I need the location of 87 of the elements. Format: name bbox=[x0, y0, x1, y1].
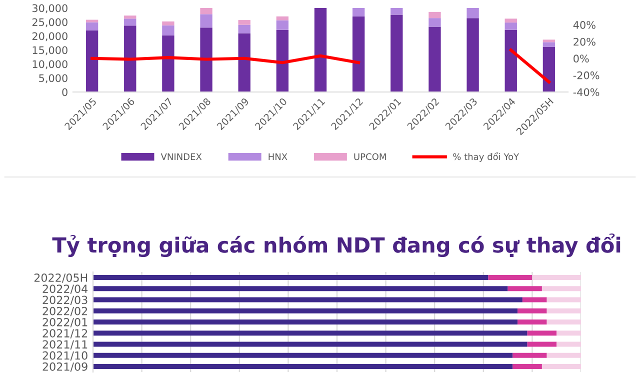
bar bbox=[512, 364, 542, 369]
bar bbox=[93, 297, 522, 302]
bar bbox=[238, 24, 250, 34]
y-tick-label: 2022/05H bbox=[34, 274, 88, 283]
bar bbox=[93, 286, 508, 292]
bar bbox=[542, 364, 581, 369]
y-tick-label: 0 bbox=[62, 88, 68, 96]
bar bbox=[352, 16, 365, 92]
bar bbox=[200, 14, 212, 28]
bar bbox=[93, 330, 528, 336]
bar bbox=[518, 308, 547, 314]
bar bbox=[527, 330, 557, 336]
bar bbox=[428, 12, 441, 18]
bar bbox=[512, 352, 547, 358]
bar bbox=[504, 22, 517, 30]
bar bbox=[504, 30, 517, 92]
bar bbox=[124, 18, 136, 26]
y2-tick-label: 40% bbox=[573, 21, 596, 29]
bar bbox=[276, 30, 289, 92]
legend-label: HNX bbox=[268, 153, 288, 160]
y-tick-label: 15,000 bbox=[32, 46, 68, 56]
bar bbox=[390, 14, 403, 92]
bar bbox=[93, 275, 488, 280]
y-tick-label: 10,000 bbox=[32, 60, 68, 70]
bar bbox=[508, 286, 542, 292]
bar bbox=[546, 320, 581, 324]
bar bbox=[86, 30, 98, 92]
bar bbox=[124, 16, 136, 19]
bar bbox=[93, 308, 518, 314]
y-tick-label: 2021/11 bbox=[42, 340, 88, 350]
bar bbox=[504, 18, 517, 23]
y-tick-label: 2022/01 bbox=[42, 318, 88, 328]
bar bbox=[86, 22, 98, 30]
bar bbox=[276, 20, 289, 30]
bar bbox=[93, 352, 513, 358]
bar bbox=[466, 18, 479, 92]
bar bbox=[162, 35, 174, 92]
y-tick-label: 25,000 bbox=[32, 18, 68, 28]
y-tick-label: 2022/02 bbox=[42, 306, 88, 316]
bar bbox=[556, 342, 581, 347]
y2-tick-label: 0% bbox=[574, 54, 589, 63]
bar bbox=[488, 275, 532, 280]
bar bbox=[162, 21, 174, 26]
bar bbox=[546, 352, 581, 358]
bar bbox=[276, 16, 289, 20]
legend-label: % thay đổi YoY bbox=[453, 152, 520, 162]
bar bbox=[390, 8, 403, 15]
y-tick-label: 2022/04 bbox=[42, 284, 88, 294]
bar bbox=[542, 42, 556, 47]
y-tick-label: 30,000 bbox=[32, 4, 68, 14]
bar bbox=[556, 330, 581, 336]
y-tick-label: 2021/10 bbox=[42, 351, 88, 361]
bar bbox=[428, 18, 441, 27]
bar bbox=[546, 297, 581, 302]
bar bbox=[238, 20, 250, 25]
legend-label: VNINDEX bbox=[160, 153, 202, 160]
y-tick-label: 2021/09 bbox=[42, 362, 88, 372]
bar bbox=[93, 320, 518, 324]
bar bbox=[238, 33, 250, 92]
bar bbox=[542, 286, 581, 292]
y-tick-label: 2022/03 bbox=[42, 296, 88, 306]
bar bbox=[546, 308, 581, 314]
bar bbox=[466, 8, 479, 18]
y-tick-label: 5,000 bbox=[39, 74, 68, 84]
bar bbox=[93, 364, 513, 369]
bar bbox=[162, 25, 174, 36]
bar bbox=[542, 46, 556, 92]
bar bbox=[542, 40, 556, 42]
bar bbox=[522, 297, 547, 302]
legend-label: UPCOM bbox=[354, 153, 386, 160]
y2-tick-label: 20% bbox=[574, 38, 596, 46]
bar bbox=[532, 275, 581, 280]
y2-tick-label: -40% bbox=[573, 88, 600, 96]
bar bbox=[518, 320, 547, 324]
bar bbox=[314, 8, 327, 92]
bar bbox=[527, 342, 557, 347]
bar bbox=[124, 26, 136, 92]
y-tick-label: 2021/12 bbox=[42, 329, 88, 338]
chart-title: Tỷ trọng giữa các nhóm NDT đang có sự thay đổi bbox=[52, 234, 620, 258]
bar bbox=[86, 20, 98, 22]
bar bbox=[428, 26, 441, 92]
bar bbox=[93, 342, 528, 347]
bar bbox=[200, 28, 212, 92]
bar bbox=[200, 8, 212, 14]
y2-tick-label: -20% bbox=[573, 71, 600, 80]
y-tick-label: 20,000 bbox=[32, 32, 68, 42]
bar bbox=[352, 8, 365, 16]
